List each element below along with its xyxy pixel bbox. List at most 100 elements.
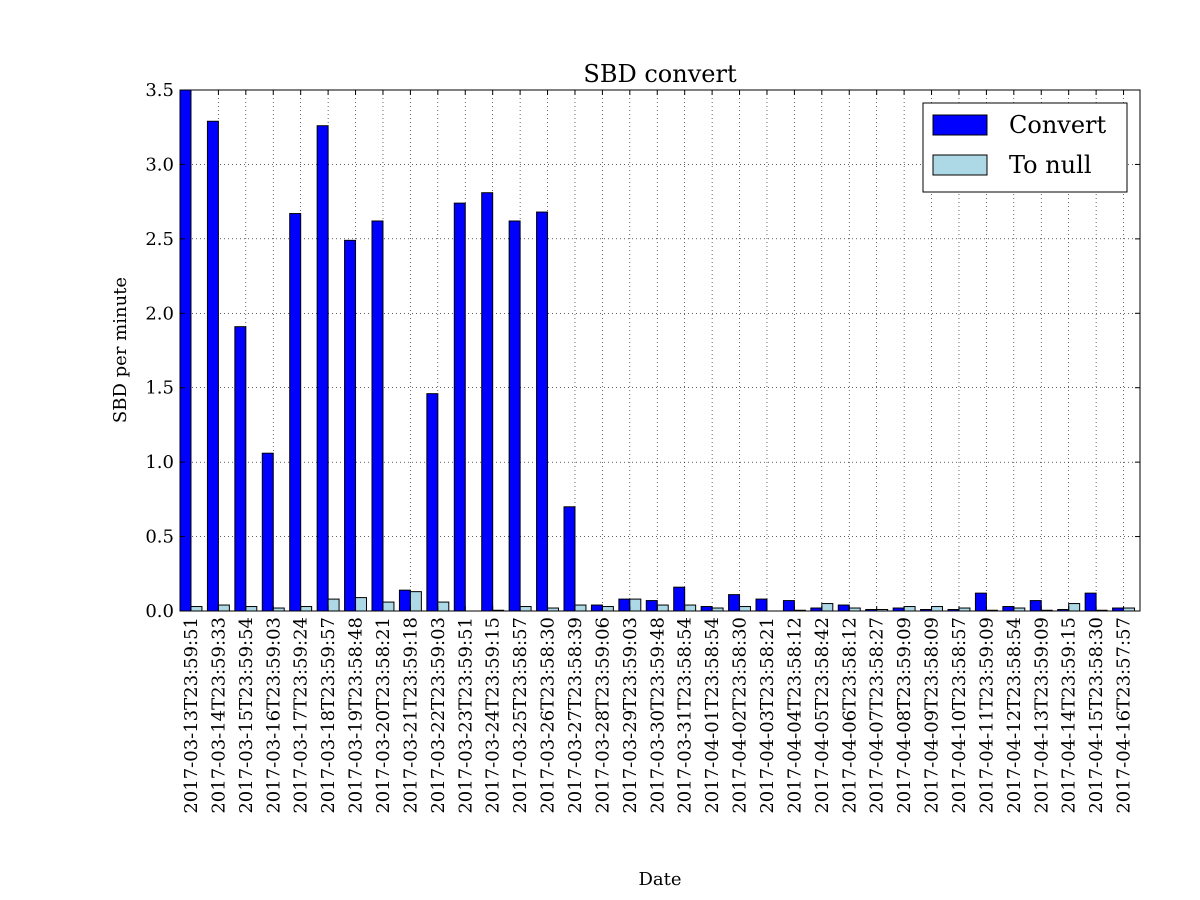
y-tick-label: 0.0 bbox=[145, 601, 174, 622]
bar bbox=[837, 604, 850, 611]
bar bbox=[1002, 606, 1015, 611]
y-axis-label: SBD per minute bbox=[110, 277, 131, 423]
y-tick-label: 2.0 bbox=[145, 303, 174, 324]
bar bbox=[234, 326, 247, 611]
bar bbox=[190, 606, 203, 611]
x-tick-label: 2017-03-15T23:59:54 bbox=[236, 617, 257, 814]
bar bbox=[453, 202, 466, 611]
legend-swatch bbox=[932, 154, 988, 176]
x-tick-label: 2017-04-13T23:59:09 bbox=[1031, 617, 1052, 814]
legend-label: To null bbox=[1009, 151, 1092, 179]
x-tick-label: 2017-04-05T23:58:42 bbox=[812, 617, 833, 814]
y-tick-label: 1.5 bbox=[145, 378, 174, 399]
bar bbox=[645, 600, 658, 611]
legend-label: Convert bbox=[1009, 111, 1107, 139]
x-tick-label: 2017-04-12T23:58:54 bbox=[1004, 617, 1025, 814]
x-tick-label: 2017-04-14T23:59:15 bbox=[1059, 617, 1080, 814]
x-tick-label: 2017-03-18T23:59:57 bbox=[318, 617, 339, 814]
bar bbox=[217, 604, 230, 611]
bar bbox=[931, 606, 944, 611]
y-tick-label: 3.0 bbox=[145, 154, 174, 175]
bar bbox=[437, 601, 450, 611]
bar bbox=[289, 213, 302, 611]
y-tick-label: 2.5 bbox=[145, 229, 174, 250]
bar bbox=[508, 220, 521, 611]
bar bbox=[371, 220, 384, 611]
bar bbox=[1029, 600, 1042, 611]
x-tick-label: 2017-04-02T23:58:30 bbox=[730, 617, 751, 814]
bar bbox=[618, 598, 631, 611]
y-tick-label: 1.0 bbox=[145, 452, 174, 473]
bar bbox=[684, 604, 697, 611]
bar bbox=[574, 604, 587, 611]
x-tick-label: 2017-03-22T23:59:03 bbox=[428, 617, 449, 814]
x-tick-label: 2017-03-24T23:59:15 bbox=[483, 617, 504, 814]
bar bbox=[1084, 592, 1097, 611]
x-tick-label: 2017-04-16T23:57:57 bbox=[1114, 617, 1135, 814]
x-tick-label: 2017-04-04T23:58:12 bbox=[784, 617, 805, 814]
bar bbox=[629, 598, 642, 611]
x-tick-label: 2017-03-29T23:59:03 bbox=[620, 617, 641, 814]
x-tick-label: 2017-04-08T23:59:09 bbox=[894, 617, 915, 814]
y-tick-label: 3.5 bbox=[145, 80, 174, 101]
legend-swatch bbox=[932, 114, 988, 136]
bar bbox=[536, 211, 549, 611]
x-tick-label: 2017-04-10T23:58:57 bbox=[949, 617, 970, 814]
bar bbox=[316, 125, 329, 611]
bar bbox=[327, 598, 340, 611]
x-tick-label: 2017-03-26T23:58:30 bbox=[538, 617, 559, 814]
x-tick-label: 2017-03-16T23:59:03 bbox=[263, 617, 284, 814]
bar bbox=[409, 591, 422, 611]
x-tick-label: 2017-03-14T23:59:33 bbox=[208, 617, 229, 814]
bar bbox=[700, 606, 713, 611]
bar bbox=[656, 604, 669, 611]
bar bbox=[563, 506, 576, 611]
bar bbox=[1068, 603, 1081, 611]
y-tick-label: 0.5 bbox=[145, 527, 174, 548]
bars bbox=[180, 90, 1136, 611]
x-tick-label: 2017-03-23T23:59:51 bbox=[455, 617, 476, 814]
bar bbox=[180, 90, 192, 611]
bar bbox=[382, 601, 395, 611]
bar bbox=[344, 239, 357, 611]
bar bbox=[245, 606, 258, 611]
legend: Convert To null bbox=[922, 102, 1128, 193]
bar bbox=[590, 604, 603, 611]
x-tick-label: 2017-04-07T23:58:27 bbox=[867, 617, 888, 814]
x-tick-label: 2017-03-13T23:59:51 bbox=[181, 617, 202, 814]
bar bbox=[782, 600, 795, 611]
bar bbox=[426, 393, 439, 611]
axes: 0.0 0.5 1.0 1.5 2.0 2.5 3.0 3.5 2017-03-13T23:59… bbox=[145, 80, 1141, 814]
bar bbox=[903, 606, 916, 611]
bar bbox=[300, 606, 313, 611]
x-tick-label: 2017-03-31T23:58:54 bbox=[675, 617, 696, 814]
x-tick-label: 2017-04-15T23:58:30 bbox=[1086, 617, 1107, 814]
x-tick-label: 2017-04-11T23:59:09 bbox=[976, 617, 997, 814]
x-tick-label: 2017-03-21T23:59:18 bbox=[400, 617, 421, 814]
x-tick-label: 2017-03-20T23:58:21 bbox=[373, 617, 394, 814]
bar bbox=[601, 606, 614, 611]
bar bbox=[728, 594, 741, 611]
x-tick-label: 2017-03-28T23:59:06 bbox=[592, 617, 613, 814]
bar bbox=[673, 586, 686, 611]
bar bbox=[739, 606, 752, 611]
x-tick-label: 2017-03-25T23:58:57 bbox=[510, 617, 531, 814]
bar bbox=[355, 597, 368, 611]
x-tick-label: 2017-03-30T23:59:48 bbox=[647, 617, 668, 814]
chart-title: SBD convert bbox=[583, 60, 737, 88]
x-tick-label: 2017-04-01T23:58:54 bbox=[702, 617, 723, 814]
bar bbox=[206, 120, 219, 611]
x-tick-label: 2017-03-19T23:58:48 bbox=[346, 617, 367, 814]
bar bbox=[261, 452, 274, 611]
bar bbox=[519, 606, 532, 611]
plot-frame bbox=[179, 89, 1141, 612]
x-tick-label: 2017-03-17T23:59:24 bbox=[291, 617, 312, 814]
x-tick-label: 2017-04-06T23:58:12 bbox=[839, 617, 860, 814]
x-tick-label: 2017-04-09T23:58:09 bbox=[922, 617, 943, 814]
x-tick-label: 2017-04-03T23:58:21 bbox=[757, 617, 778, 814]
x-axis-label: Date bbox=[638, 869, 681, 890]
bar bbox=[398, 589, 411, 611]
x-tick-label: 2017-03-27T23:58:39 bbox=[565, 617, 586, 814]
bar bbox=[821, 603, 834, 611]
